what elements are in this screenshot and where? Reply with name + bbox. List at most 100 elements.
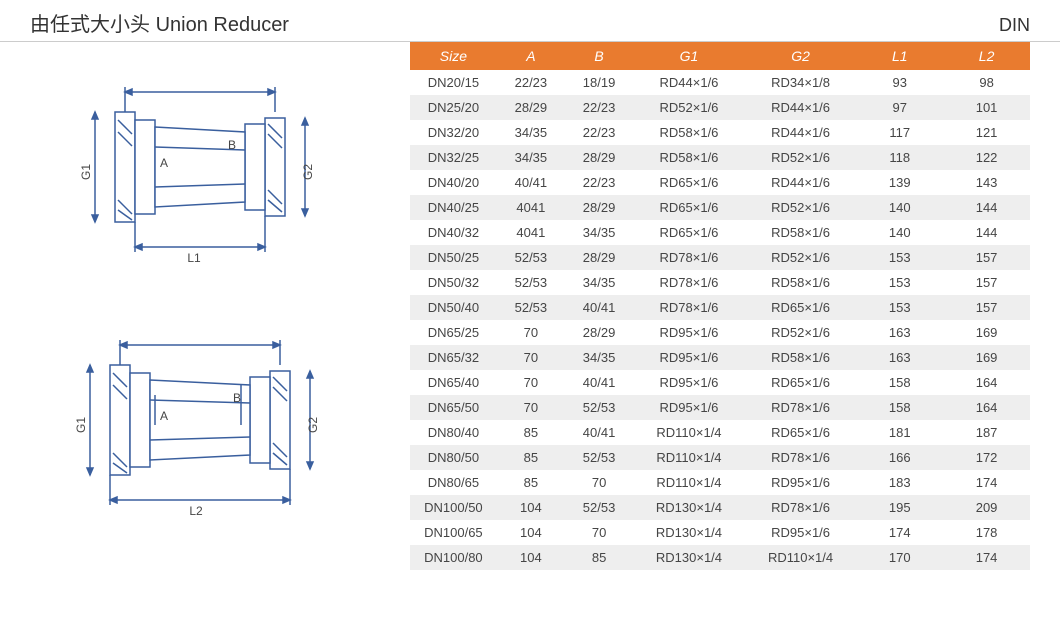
table-cell: 34/35 <box>565 270 633 295</box>
table-cell: RD65×1/6 <box>633 170 745 195</box>
table-cell: RD52×1/6 <box>745 195 857 220</box>
table-row: DN40/2040/4122/23RD65×1/6RD44×1/6139143 <box>410 170 1030 195</box>
table-cell: 93 <box>856 70 943 95</box>
table-cell: DN40/20 <box>410 170 497 195</box>
table-cell: RD78×1/6 <box>633 295 745 320</box>
table-cell: DN50/40 <box>410 295 497 320</box>
table-cell: DN100/65 <box>410 520 497 545</box>
table-row: DN25/2028/2922/23RD52×1/6RD44×1/697101 <box>410 95 1030 120</box>
table-cell: RD58×1/6 <box>745 270 857 295</box>
table-cell: 22/23 <box>565 120 633 145</box>
reducer-drawing-l1: G1 G2 A B L1 <box>60 72 340 272</box>
table-cell: 52/53 <box>497 295 565 320</box>
table-cell: RD58×1/6 <box>633 120 745 145</box>
table-head: SizeABG1G2L1L2 <box>410 42 1030 70</box>
table-cell: RD65×1/6 <box>633 195 745 220</box>
label-g2: G2 <box>306 417 320 433</box>
col-header: Size <box>410 42 497 70</box>
table-cell: 34/35 <box>565 345 633 370</box>
table-cell: 85 <box>497 420 565 445</box>
table-cell: 104 <box>497 545 565 570</box>
table-cell: 40/41 <box>565 295 633 320</box>
table-cell: 52/53 <box>497 245 565 270</box>
table-cell: 144 <box>943 195 1030 220</box>
table-cell: 22/23 <box>497 70 565 95</box>
table-row: DN40/25404128/29RD65×1/6RD52×1/6140144 <box>410 195 1030 220</box>
table-cell: RD52×1/6 <box>745 245 857 270</box>
table-cell: RD34×1/8 <box>745 70 857 95</box>
table-cell: RD52×1/6 <box>745 320 857 345</box>
table-cell: RD44×1/6 <box>633 70 745 95</box>
table-cell: 121 <box>943 120 1030 145</box>
table-cell: 70 <box>565 470 633 495</box>
table-cell: RD52×1/6 <box>745 145 857 170</box>
table-cell: RD130×1/4 <box>633 520 745 545</box>
table-cell: 28/29 <box>565 245 633 270</box>
col-header: L2 <box>943 42 1030 70</box>
table-cell: 34/35 <box>497 120 565 145</box>
table-cell: 118 <box>856 145 943 170</box>
reducer-drawing-l2: G1 G2 A B L2 <box>60 325 340 525</box>
col-header: G1 <box>633 42 745 70</box>
table-cell: 117 <box>856 120 943 145</box>
table-cell: 169 <box>943 345 1030 370</box>
table-cell: 144 <box>943 220 1030 245</box>
table-body: DN20/1522/2318/19RD44×1/6RD34×1/89398DN2… <box>410 70 1030 570</box>
table-cell: RD95×1/6 <box>633 370 745 395</box>
table-cell: DN100/50 <box>410 495 497 520</box>
table-cell: 4041 <box>497 195 565 220</box>
label-a: A <box>160 156 168 170</box>
table-row: DN40/32404134/35RD65×1/6RD58×1/6140144 <box>410 220 1030 245</box>
label-g1: G1 <box>79 164 93 180</box>
col-header: A <box>497 42 565 70</box>
table-cell: 157 <box>943 270 1030 295</box>
table-cell: 187 <box>943 420 1030 445</box>
table-cell: RD95×1/6 <box>633 345 745 370</box>
table-row: DN65/407040/41RD95×1/6RD65×1/6158164 <box>410 370 1030 395</box>
table-row: DN65/327034/35RD95×1/6RD58×1/6163169 <box>410 345 1030 370</box>
table-cell: RD44×1/6 <box>745 170 857 195</box>
table-cell: RD58×1/6 <box>745 220 857 245</box>
table-cell: DN32/20 <box>410 120 497 145</box>
table-cell: 163 <box>856 320 943 345</box>
table-cell: RD78×1/6 <box>745 445 857 470</box>
label-a: A <box>160 409 168 423</box>
table-cell: 4041 <box>497 220 565 245</box>
table-cell: 70 <box>565 520 633 545</box>
table-cell: 181 <box>856 420 943 445</box>
label-l1: L1 <box>187 251 201 265</box>
table-cell: 195 <box>856 495 943 520</box>
table-cell: DN65/40 <box>410 370 497 395</box>
table-cell: 183 <box>856 470 943 495</box>
table-cell: RD110×1/4 <box>633 470 745 495</box>
table-cell: 98 <box>943 70 1030 95</box>
table-cell: RD65×1/6 <box>633 220 745 245</box>
table-cell: 85 <box>497 445 565 470</box>
diagram-l1: G1 G2 A B L1 <box>60 72 410 275</box>
table-cell: DN80/40 <box>410 420 497 445</box>
table-cell: 70 <box>497 395 565 420</box>
spec-table-area: SizeABG1G2L1L2 DN20/1522/2318/19RD44×1/6… <box>410 42 1030 578</box>
table-cell: 163 <box>856 345 943 370</box>
table-cell: RD110×1/4 <box>745 545 857 570</box>
col-header: G2 <box>745 42 857 70</box>
table-cell: DN40/25 <box>410 195 497 220</box>
table-cell: RD44×1/6 <box>745 120 857 145</box>
table-cell: 28/29 <box>565 320 633 345</box>
table-cell: 70 <box>497 320 565 345</box>
table-row: DN100/6510470RD130×1/4RD95×1/6174178 <box>410 520 1030 545</box>
label-g2: G2 <box>301 164 315 180</box>
table-row: DN80/658570RD110×1/4RD95×1/6183174 <box>410 470 1030 495</box>
table-cell: DN100/80 <box>410 545 497 570</box>
table-cell: 139 <box>856 170 943 195</box>
table-cell: DN50/25 <box>410 245 497 270</box>
table-cell: 157 <box>943 295 1030 320</box>
table-cell: 158 <box>856 395 943 420</box>
diagram-l2: G1 G2 A B L2 <box>60 325 410 528</box>
table-row: DN50/3252/5334/35RD78×1/6RD58×1/6153157 <box>410 270 1030 295</box>
table-cell: 153 <box>856 295 943 320</box>
table-cell: 70 <box>497 370 565 395</box>
table-cell: 153 <box>856 245 943 270</box>
table-cell: 174 <box>943 470 1030 495</box>
table-row: DN50/4052/5340/41RD78×1/6RD65×1/6153157 <box>410 295 1030 320</box>
